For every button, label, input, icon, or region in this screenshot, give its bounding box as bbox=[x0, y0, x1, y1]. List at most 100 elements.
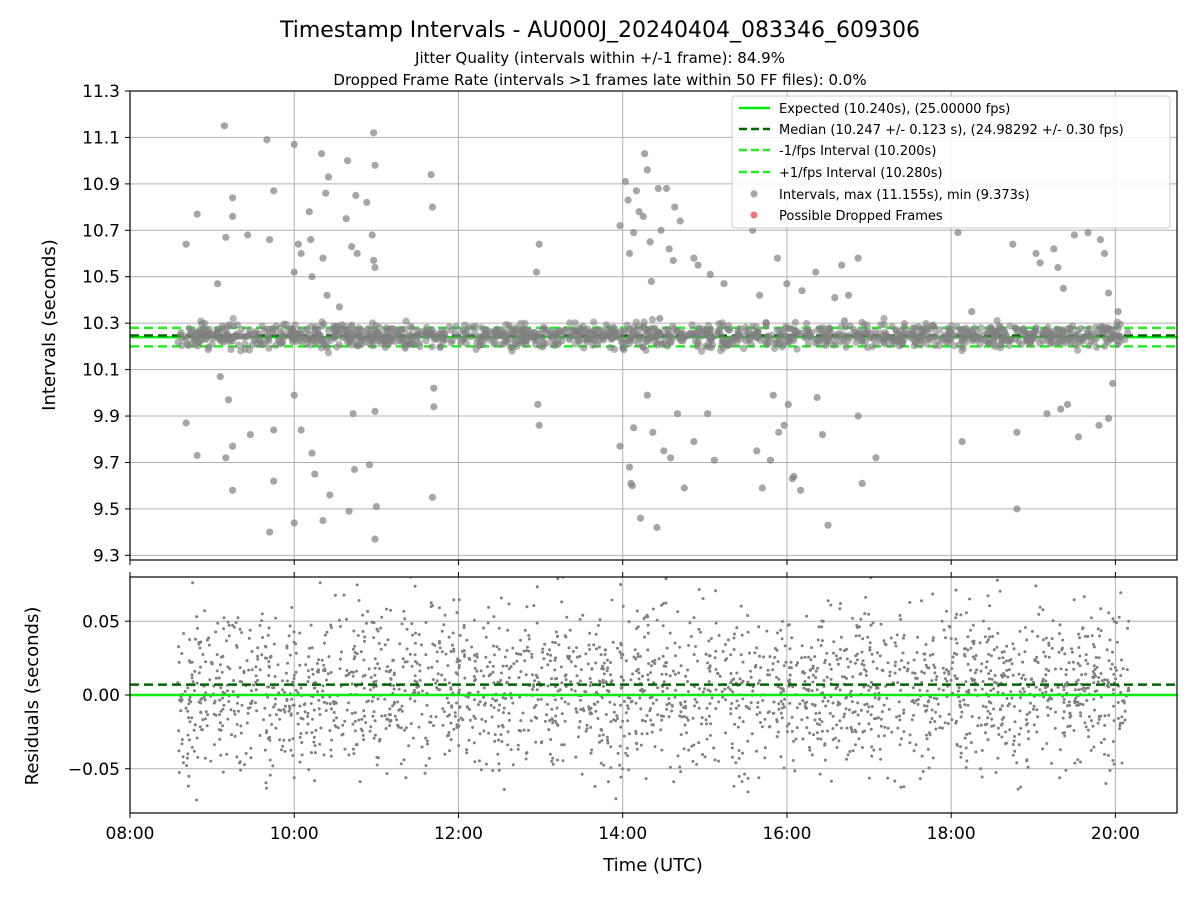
interval-outlier-point bbox=[790, 472, 798, 480]
interval-outlier-point bbox=[368, 231, 376, 239]
residual-point bbox=[283, 749, 287, 753]
residual-point bbox=[838, 607, 842, 611]
interval-point bbox=[776, 330, 785, 338]
residual-point bbox=[290, 606, 294, 609]
residual-point bbox=[478, 732, 482, 736]
residual-point bbox=[996, 690, 1000, 694]
interval-outlier-point bbox=[307, 236, 315, 244]
residual-point bbox=[980, 749, 984, 752]
residual-point bbox=[473, 653, 477, 657]
residual-point bbox=[541, 647, 545, 651]
residual-point bbox=[534, 740, 538, 744]
residual-point bbox=[813, 704, 817, 708]
residual-point bbox=[526, 645, 529, 649]
interval-point bbox=[338, 333, 346, 342]
residual-point bbox=[417, 691, 421, 695]
residual-point bbox=[1053, 667, 1057, 671]
residual-point bbox=[356, 634, 360, 637]
residual-point bbox=[707, 639, 711, 643]
residual-point bbox=[1120, 715, 1124, 719]
residual-point bbox=[284, 671, 288, 675]
residual-point bbox=[507, 676, 511, 680]
interval-point bbox=[1103, 337, 1111, 345]
interval-point bbox=[400, 333, 408, 341]
residual-point bbox=[831, 738, 835, 742]
residual-point bbox=[930, 708, 934, 712]
residual-point bbox=[375, 627, 379, 631]
residual-point bbox=[550, 707, 554, 711]
residual-point bbox=[838, 648, 842, 651]
residual-point bbox=[857, 722, 861, 726]
residual-point bbox=[562, 743, 566, 747]
residual-point bbox=[353, 655, 357, 659]
residual-point bbox=[541, 650, 545, 654]
residual-point bbox=[563, 700, 567, 704]
residual-point bbox=[624, 711, 628, 715]
residual-point bbox=[1033, 658, 1037, 662]
interval-outlier-point bbox=[646, 238, 654, 246]
residual-point bbox=[705, 737, 709, 741]
residual-point bbox=[763, 756, 767, 760]
residual-point bbox=[877, 697, 881, 701]
residual-point bbox=[836, 700, 840, 704]
residual-point bbox=[200, 697, 204, 701]
interval-point bbox=[368, 319, 377, 327]
residual-point bbox=[328, 702, 332, 706]
interval-point bbox=[846, 322, 854, 330]
residual-point bbox=[203, 609, 207, 613]
residual-point bbox=[965, 732, 969, 736]
residual-point bbox=[418, 669, 422, 673]
residual-point bbox=[949, 637, 953, 641]
residual-point bbox=[895, 715, 899, 719]
residual-point bbox=[515, 659, 519, 663]
residual-point bbox=[1000, 735, 1004, 739]
residual-point bbox=[1032, 723, 1036, 727]
residual-point bbox=[1034, 584, 1038, 588]
residual-point bbox=[627, 620, 631, 624]
residual-point bbox=[1105, 648, 1109, 652]
residual-point bbox=[372, 636, 376, 640]
residual-point bbox=[860, 650, 864, 654]
residual-point bbox=[925, 666, 929, 669]
residual-point bbox=[788, 701, 792, 705]
residual-point bbox=[373, 657, 377, 661]
interval-outlier-point bbox=[669, 256, 677, 265]
residual-point bbox=[588, 631, 592, 635]
residual-point bbox=[566, 656, 570, 660]
residual-point bbox=[862, 663, 866, 667]
residual-point bbox=[942, 628, 946, 632]
residual-point bbox=[333, 593, 337, 597]
residual-point bbox=[725, 657, 729, 661]
interval-outlier-point bbox=[308, 449, 316, 457]
residual-point bbox=[472, 714, 476, 718]
residual-point bbox=[1002, 650, 1006, 654]
residual-point bbox=[546, 684, 550, 688]
interval-point bbox=[698, 325, 707, 333]
residual-point bbox=[387, 670, 391, 674]
residual-point bbox=[766, 673, 770, 677]
residual-point bbox=[222, 616, 226, 620]
interval-outlier-point bbox=[229, 212, 237, 220]
residual-point bbox=[1073, 761, 1077, 765]
residual-point bbox=[448, 749, 451, 753]
residual-point bbox=[361, 733, 365, 737]
interval-point bbox=[747, 330, 755, 338]
interval-outlier-point bbox=[297, 249, 305, 258]
residual-point bbox=[966, 703, 970, 707]
interval-outlier-point bbox=[773, 254, 782, 262]
residual-point bbox=[276, 663, 280, 667]
interval-outlier-point bbox=[665, 245, 673, 253]
residual-point bbox=[574, 707, 578, 711]
residual-point bbox=[1111, 688, 1115, 692]
residual-point bbox=[1084, 653, 1088, 657]
residual-point bbox=[218, 737, 222, 741]
residual-point bbox=[180, 698, 184, 702]
residual-point bbox=[1035, 708, 1039, 712]
residual-point bbox=[1041, 638, 1045, 642]
residual-point bbox=[1025, 722, 1029, 725]
residual-point bbox=[1072, 598, 1076, 602]
interval-point bbox=[876, 335, 884, 343]
legend-dropped-label: Possible Dropped Frames bbox=[779, 209, 943, 224]
residual-point bbox=[550, 759, 554, 763]
interval-outlier-point bbox=[1114, 308, 1122, 316]
